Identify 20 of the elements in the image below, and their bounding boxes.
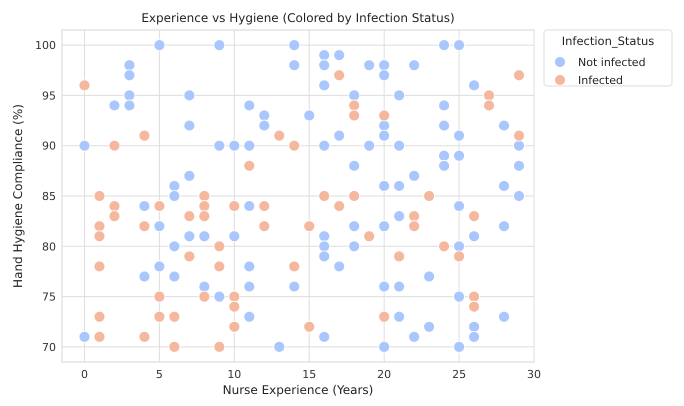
x-tick-label: 5 [156, 368, 163, 381]
x-tick-label: 0 [80, 368, 88, 381]
legend-label: Not infected [578, 56, 646, 69]
y-tick-label: 75 [42, 290, 56, 304]
y-tick-label: 90 [42, 140, 56, 153]
legend-label: Infected [578, 74, 623, 87]
x-tick-label: 30 [527, 368, 541, 381]
y-tick-label: 70 [42, 340, 56, 354]
y-tick-label: 100 [35, 39, 56, 52]
x-axis-title: Nurse Experience (Years) [222, 383, 374, 397]
x-tick-label: 20 [377, 368, 392, 381]
x-tick-label: 25 [452, 368, 466, 381]
legend-title: Infection_Status [562, 34, 654, 48]
y-tick-label: 95 [42, 89, 56, 102]
y-tick-label: 85 [42, 190, 56, 203]
x-tick-label: 15 [302, 368, 316, 381]
x-tick-label: 10 [227, 368, 242, 381]
y-axis-title: Hand Hygiene Compliance (%) [11, 104, 25, 288]
y-tick-label: 80 [42, 240, 56, 254]
chart-title: Experience vs Hygiene (Colored by Infection Status) [141, 11, 455, 25]
